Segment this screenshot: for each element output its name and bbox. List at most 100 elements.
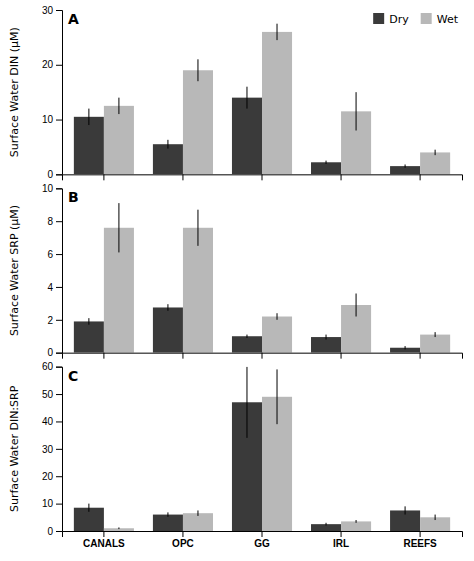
y-axis-line [56,11,63,175]
error-bar [277,369,278,424]
y-axis: 0 10 20 30 [42,5,63,180]
x-tick: OPC [172,531,194,549]
panel-title: C [68,368,78,384]
error-bar [246,335,247,338]
bar [153,144,183,174]
y-axis: 0102030405060 [42,361,63,536]
error-bar [118,98,119,114]
error-bar [167,512,168,516]
error-bar [405,164,406,167]
error-bar [356,92,357,130]
x-tick-mark [341,531,342,537]
y-tick-label: 20 [42,59,54,70]
y-tick-label: 40 [42,416,54,427]
bar [104,106,134,174]
x-tick [182,353,183,359]
x-tick-label: GG [254,538,270,549]
y-tick: 6 [47,249,62,260]
y-tick-mark [56,476,62,477]
bar [153,515,183,531]
error-bar [88,504,89,512]
legend-item: Dry [373,13,409,26]
y-tick-mark [56,174,62,175]
bar [420,152,450,174]
y-tick-mark [56,531,62,532]
y-axis-line [56,189,63,353]
error-bar [88,109,89,125]
y-tick: 0 [47,526,62,537]
y-tick-label: 30 [42,5,54,16]
x-tick [262,353,263,359]
error-bar [197,510,198,515]
x-tick-mark [341,353,342,359]
y-tick-label: 8 [47,216,53,227]
y-tick-label: 20 [42,471,54,482]
panel: 0102030405060CANALSOPCGGIRLREEFSSurface … [8,361,463,549]
error-bar [277,313,278,320]
y-tick-mark [56,353,62,354]
error-bar [405,506,406,514]
x-tick-mark [262,531,263,537]
error-bar [88,318,89,325]
error-bar [326,161,327,164]
x-tick [420,174,421,180]
error-bar [246,87,247,109]
x-axis: CANALS OPC GG IRL REEFS [63,531,463,549]
y-tick: 50 [42,389,62,400]
legend-swatch [373,13,384,24]
x-tick-mark [262,174,263,180]
y-tick-label: 60 [42,361,54,372]
x-tick-mark [182,353,183,359]
error-bar [246,367,247,438]
y-tick-label: 10 [42,114,54,125]
error-bar [167,140,168,149]
y-tick: 10 [42,498,62,509]
y-tick-mark [56,504,62,505]
y-tick-mark [56,367,62,368]
y-tick: 10 [42,114,62,125]
x-axis [63,353,463,359]
x-tick-mark [103,353,104,359]
x-axis-line [63,175,463,181]
error-bar [405,346,406,349]
error-bar [326,335,327,340]
y-tick-mark [56,421,62,422]
x-tick-label: CANALS [83,538,125,549]
x-tick-mark [103,174,104,180]
x-tick-label: OPC [172,538,194,549]
x-tick: REEFS [403,531,437,549]
series [74,367,420,531]
bar [183,70,213,174]
x-tick-label: IRL [333,538,349,549]
x-tick [341,353,342,359]
x-tick [103,353,104,359]
bar [74,117,104,175]
error-bar [356,520,357,523]
y-tick-label: 10 [42,183,54,194]
y-tick-mark [56,221,62,222]
y-tick-label: 0 [47,347,53,358]
x-tick [103,174,104,180]
x-tick [262,174,263,180]
x-tick-mark [341,174,342,180]
bar [232,336,262,352]
y-tick: 0 [47,169,62,180]
error-bar [356,294,357,317]
y-tick-label: 10 [42,498,54,509]
panel: 0102030Surface Water DIN (μM)ADryWet [8,5,463,181]
y-tick: 4 [47,282,62,293]
y-tick: 20 [42,471,62,482]
y-tick-mark [56,394,62,395]
error-bar [435,515,436,520]
series [74,87,420,175]
y-tick: 60 [42,361,62,372]
y-tick-mark [56,10,62,11]
x-tick: IRL [333,531,349,549]
y-axis-title: Surface Water DIN:SRP [8,385,21,512]
x-tick-label: REEFS [403,538,437,549]
error-bar [118,527,119,529]
x-tick-mark [420,531,421,537]
y-tick-label: 4 [47,282,53,293]
x-tick [341,174,342,180]
x-tick-mark [262,353,263,359]
